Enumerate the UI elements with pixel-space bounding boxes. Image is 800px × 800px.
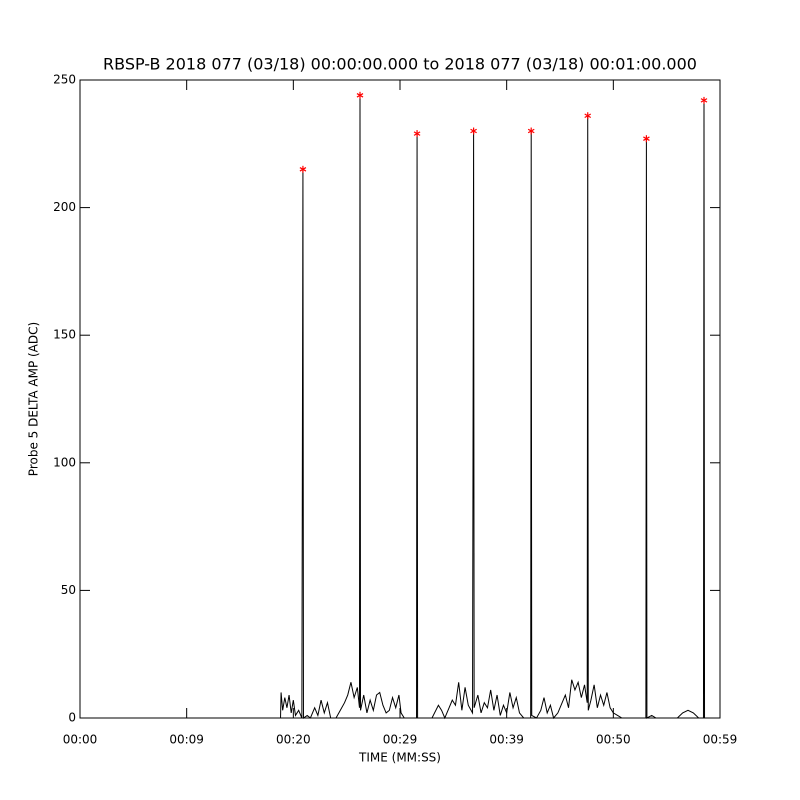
y-tick-label: 0 <box>68 711 76 725</box>
marker-stroke <box>299 167 307 172</box>
marker-stroke <box>356 93 364 98</box>
peak-marker <box>299 165 307 173</box>
peak-marker <box>470 127 477 135</box>
data-line <box>80 95 710 720</box>
peak-marker <box>356 91 364 99</box>
x-axis-label: TIME (MM:SS) <box>358 751 441 765</box>
plot-frame <box>79 79 721 719</box>
x-tick-label: 00:29 <box>383 733 418 747</box>
y-tick-label: 250 <box>53 73 76 87</box>
x-tick-label: 00:00 <box>63 733 98 747</box>
y-tick-label: 200 <box>53 200 76 214</box>
x-tick-label: 00:09 <box>169 733 204 747</box>
x-tick-label: 00:20 <box>276 733 311 747</box>
y-tick-label: 150 <box>53 328 76 342</box>
marker-stroke <box>527 128 535 134</box>
marker-stroke <box>413 131 421 136</box>
y-axis-label: Probe 5 DELTA AMP (ADC) <box>27 322 41 476</box>
marker-stroke <box>643 136 650 141</box>
peak-marker <box>527 127 535 135</box>
marker-stroke <box>700 98 708 103</box>
marker-stroke <box>584 113 592 118</box>
peak-marker <box>700 96 708 104</box>
peak-marker <box>643 135 650 143</box>
y-tick-label: 50 <box>61 583 76 597</box>
chart-title: RBSP-B 2018 077 (03/18) 00:00:00.000 to … <box>103 55 697 74</box>
peak-marker <box>413 130 421 138</box>
y-tick-label: 100 <box>53 455 76 469</box>
x-tick-label: 00:39 <box>489 733 524 747</box>
x-tick-label: 00:59 <box>703 733 738 747</box>
peak-marker <box>584 112 592 120</box>
x-tick-label: 00:50 <box>596 733 631 747</box>
marker-stroke <box>470 128 477 134</box>
